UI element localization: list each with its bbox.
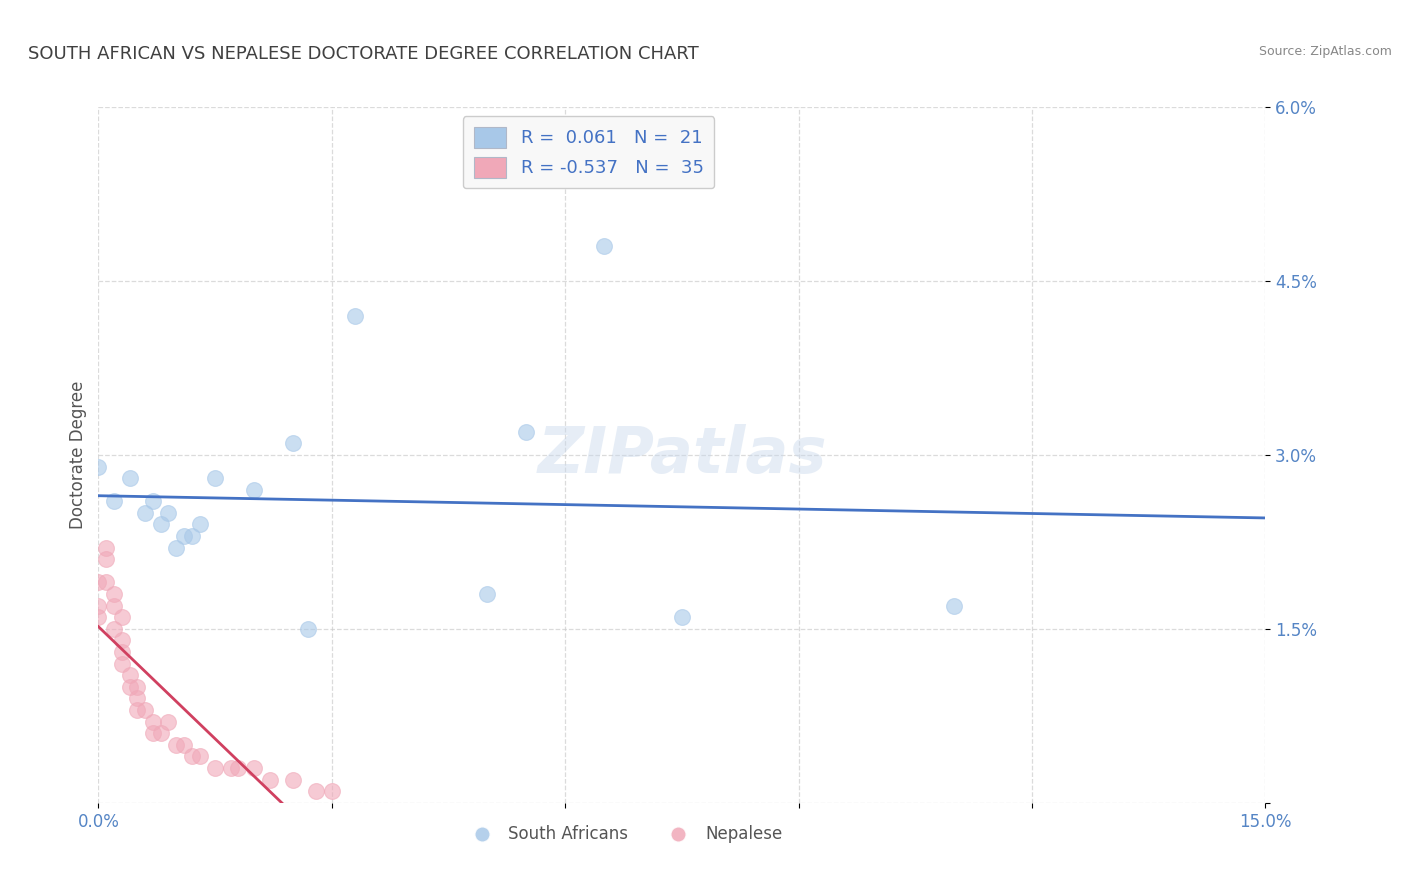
Point <box>111 645 134 659</box>
Point <box>204 471 226 485</box>
Point <box>180 529 202 543</box>
Point <box>180 749 202 764</box>
Point <box>87 599 110 613</box>
Point <box>243 483 266 497</box>
Point <box>87 459 110 474</box>
Legend: South Africans, Nepalese: South Africans, Nepalese <box>458 819 789 850</box>
Point <box>134 703 156 717</box>
Point <box>149 726 172 740</box>
Point <box>157 714 180 729</box>
Point <box>111 633 134 648</box>
Point <box>127 691 149 706</box>
Point <box>344 309 367 323</box>
Point <box>96 575 118 590</box>
Point <box>477 587 499 601</box>
Point <box>204 761 226 775</box>
Point <box>321 784 343 798</box>
Point <box>103 599 125 613</box>
Point <box>671 610 693 624</box>
Point <box>943 599 966 613</box>
Point <box>142 714 165 729</box>
Point <box>111 657 134 671</box>
Point <box>96 552 118 566</box>
Point <box>219 761 242 775</box>
Point <box>165 738 187 752</box>
Point <box>118 668 141 682</box>
Point <box>111 610 134 624</box>
Point <box>87 575 110 590</box>
Point <box>305 784 328 798</box>
Text: SOUTH AFRICAN VS NEPALESE DOCTORATE DEGREE CORRELATION CHART: SOUTH AFRICAN VS NEPALESE DOCTORATE DEGR… <box>28 45 699 62</box>
Text: Source: ZipAtlas.com: Source: ZipAtlas.com <box>1258 45 1392 58</box>
Point <box>118 680 141 694</box>
Point <box>118 471 141 485</box>
Point <box>228 761 250 775</box>
Point <box>87 610 110 624</box>
Point <box>103 622 125 636</box>
Point <box>142 494 165 508</box>
Y-axis label: Doctorate Degree: Doctorate Degree <box>69 381 87 529</box>
Point <box>134 506 156 520</box>
Point <box>149 517 172 532</box>
Point <box>173 738 195 752</box>
Point <box>103 494 125 508</box>
Point <box>281 436 304 450</box>
Text: ZIPatlas: ZIPatlas <box>537 424 827 486</box>
Point <box>96 541 118 555</box>
Point <box>127 703 149 717</box>
Point <box>243 761 266 775</box>
Point <box>142 726 165 740</box>
Point <box>173 529 195 543</box>
Point <box>165 541 187 555</box>
Point <box>188 517 211 532</box>
Point <box>188 749 211 764</box>
Point <box>593 239 616 253</box>
Point <box>297 622 319 636</box>
Point <box>515 425 537 439</box>
Point <box>157 506 180 520</box>
Point <box>259 772 281 787</box>
Point <box>281 772 304 787</box>
Point <box>127 680 149 694</box>
Point <box>103 587 125 601</box>
